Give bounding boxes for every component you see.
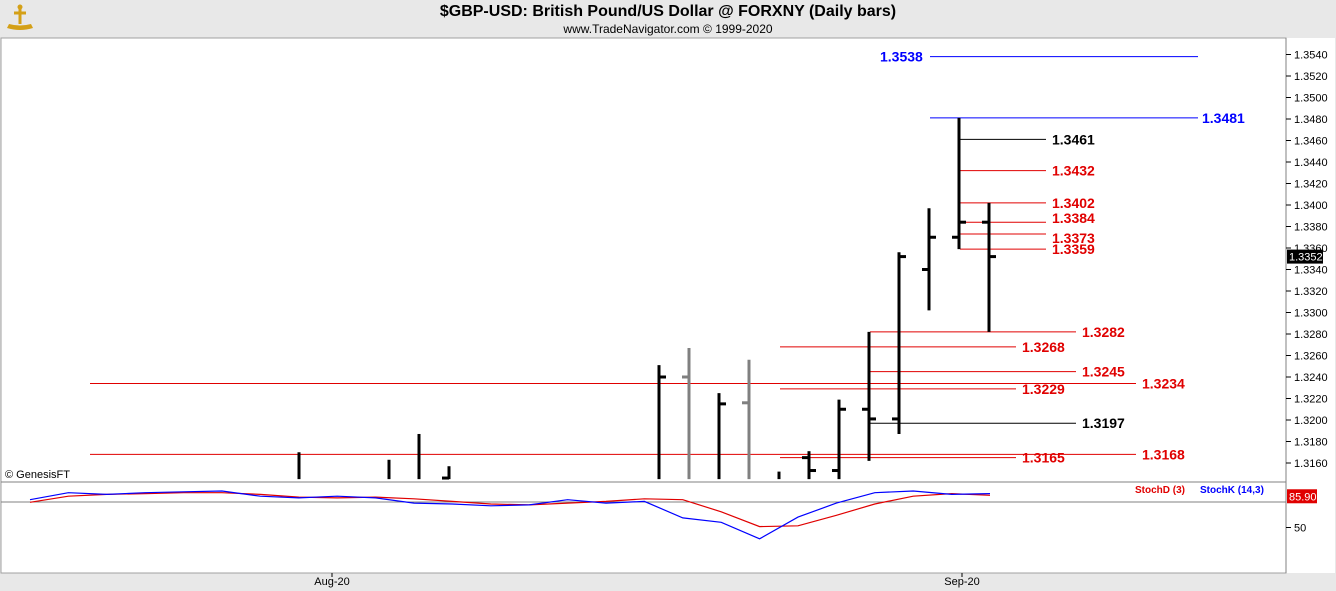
chart-header: $GBP-USD: British Pound/US Dollar @ FORX…	[0, 0, 1336, 37]
level-label: 1.3197	[1082, 415, 1125, 431]
stochastic-panel: 50 StochD (3) StochK (14,3) 85.90	[1, 485, 1317, 540]
level-label: 1.3384	[1052, 210, 1095, 226]
date-axis: Aug-20 Sep-20	[314, 573, 980, 588]
price-tick-label: 1.3400	[1294, 200, 1328, 212]
price-tick-label: 1.3160	[1294, 458, 1328, 470]
level-label: 1.3282	[1082, 324, 1125, 340]
stoch-tick-label: 50	[1294, 523, 1306, 535]
level-label: 1.3373	[1052, 230, 1095, 246]
stoch-k-line	[29, 490, 991, 540]
price-tick-label: 1.3420	[1294, 179, 1328, 191]
price-tick-label: 1.3340	[1294, 265, 1328, 277]
level-label: 1.3402	[1052, 195, 1095, 211]
level-label: 1.3245	[1082, 364, 1125, 380]
stoch-d-legend: StochD (3)	[1135, 485, 1185, 496]
last-price-label: 1.3352	[1289, 252, 1323, 264]
price-axis	[1286, 38, 1335, 573]
price-tick-label: 1.3540	[1294, 50, 1328, 62]
ohlc-bars	[297, 117, 996, 480]
price-tick-label: 1.3280	[1294, 329, 1328, 341]
price-tick-label: 1.3320	[1294, 286, 1328, 298]
date-tick-label: Sep-20	[944, 576, 979, 588]
chart-subtitle: www.TradeNavigator.com © 1999-2020	[563, 22, 773, 36]
trade-navigator-logo-icon	[7, 4, 33, 30]
plot-background	[0, 37, 1287, 574]
price-tick-label: 1.3460	[1294, 136, 1328, 148]
level-label: 1.3268	[1022, 339, 1065, 355]
stoch-k-legend: StochK (14,3)	[1200, 485, 1264, 496]
price-tick-label: 1.3440	[1294, 157, 1328, 169]
date-tick-label: Aug-20	[314, 576, 349, 588]
price-tick-label: 1.3300	[1294, 308, 1328, 320]
price-tick-label: 1.3260	[1294, 351, 1328, 363]
price-tick-label: 1.3480	[1294, 114, 1328, 126]
price-tick-label: 1.3220	[1294, 394, 1328, 406]
chart-title: $GBP-USD: British Pound/US Dollar @ FORX…	[439, 3, 897, 20]
level-label: 1.3461	[1052, 131, 1095, 147]
level-label: 1.3432	[1052, 163, 1095, 179]
price-tick-label: 1.3380	[1294, 222, 1328, 234]
price-tick-label: 1.3180	[1294, 437, 1328, 449]
stoch-last-box	[1287, 489, 1317, 504]
level-label: 1.3359	[1052, 241, 1095, 257]
level-label: 1.3165	[1022, 450, 1065, 466]
price-tick-label: 1.3200	[1294, 415, 1328, 427]
stoch-last-label: 85.90	[1289, 491, 1317, 503]
copyright-label: © GenesisFT	[5, 469, 70, 481]
level-label: 1.3234	[1142, 375, 1185, 391]
price-tick-label: 1.3500	[1294, 93, 1328, 105]
price-tick-label: 1.3520	[1294, 71, 1328, 83]
last-price-box	[1287, 249, 1323, 264]
level-label: 1.3481	[1202, 110, 1245, 126]
level-label: 1.3229	[1022, 381, 1065, 397]
level-label: 1.3538	[880, 49, 923, 65]
level-label: 1.3168	[1142, 446, 1185, 462]
price-ticks: 1.3160 1.3180 1.3200 1.3220 1.3240 1.3260 1.32…	[1286, 50, 1328, 470]
stoch-d-line	[29, 492, 991, 528]
price-tick-label: 1.3240	[1294, 372, 1328, 384]
